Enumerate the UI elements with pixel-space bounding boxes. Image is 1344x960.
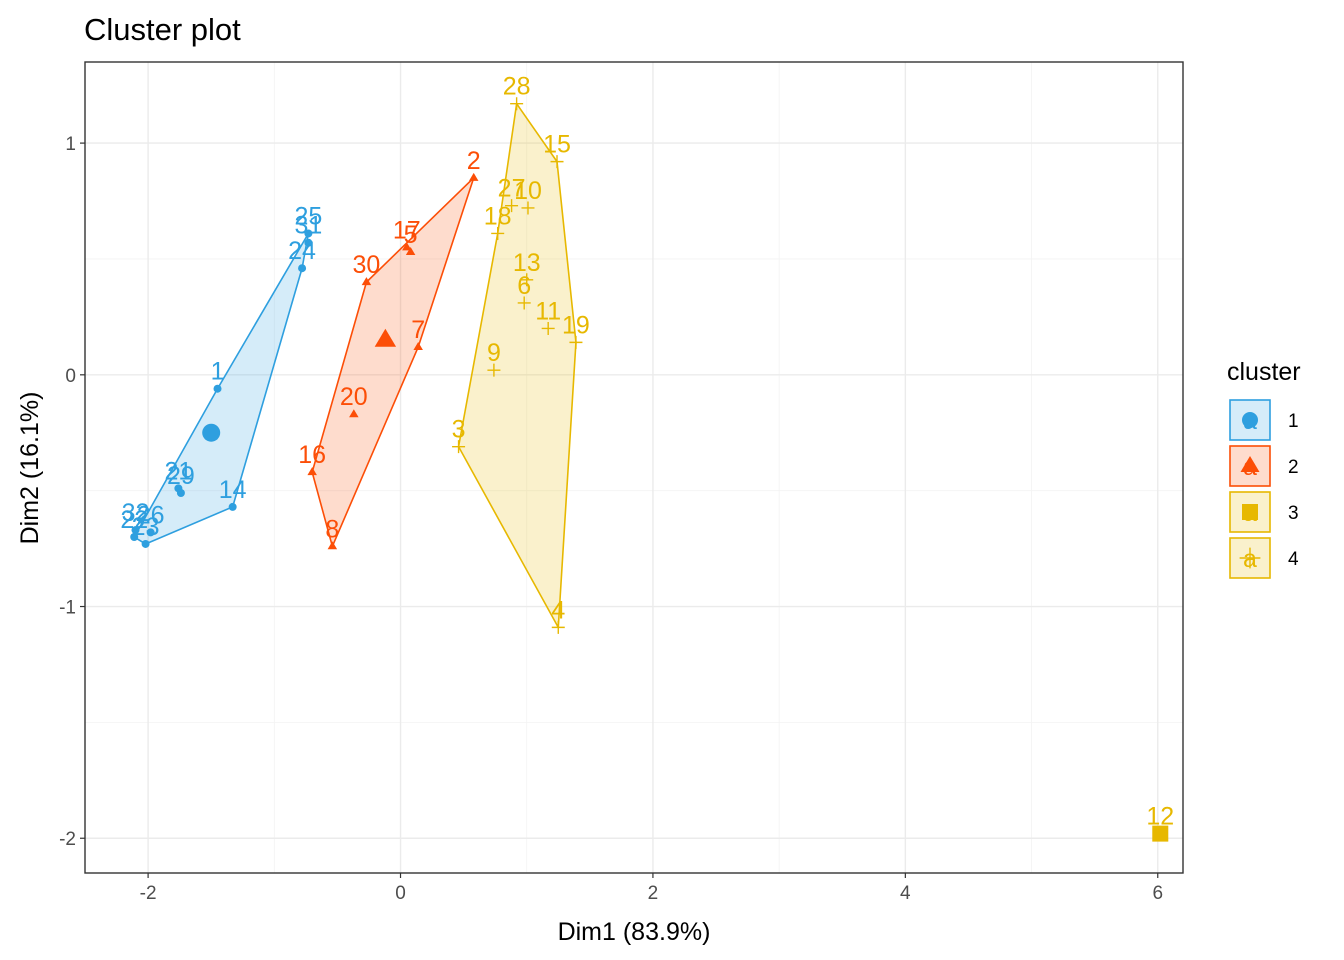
x-tick-label: 0 (395, 883, 406, 904)
cluster-4-point-28 (510, 97, 524, 111)
point-label-13: 13 (513, 249, 541, 277)
y-tick-label: 0 (65, 366, 76, 387)
cluster-1-point-14 (228, 502, 237, 511)
cluster-1-point-24 (298, 264, 307, 273)
cluster-1-point-23 (141, 539, 150, 548)
cluster-1-point-31 (304, 238, 313, 247)
point-label-31: 31 (294, 212, 322, 240)
point-label-23: 23 (132, 513, 160, 541)
cluster-4-point-15 (550, 155, 564, 169)
chart-title: Cluster plot (84, 12, 241, 47)
point-label-28: 28 (503, 73, 531, 101)
x-tick-label: -2 (140, 883, 157, 904)
point-label-32: 32 (122, 499, 150, 527)
point-label-30: 30 (353, 251, 381, 279)
cluster-4-point-3 (452, 440, 466, 454)
cluster-2-center (374, 328, 397, 347)
legend-symbol-4 (1239, 547, 1261, 569)
cluster-1-point-22 (130, 533, 139, 542)
x-tick-label: 6 (1152, 883, 1163, 904)
legend-symbol-3 (1242, 504, 1258, 520)
cluster-2-point-7 (413, 342, 423, 351)
legend-label-2: 2 (1288, 457, 1299, 478)
cluster-4-point-18 (491, 226, 505, 240)
x-axis-title: Dim1 (83.9%) (558, 918, 711, 946)
cluster-2-point-17 (402, 242, 412, 251)
point-label-18: 18 (484, 202, 512, 230)
x-tick-label: 2 (648, 883, 659, 904)
legend: cluster a1a2a3a4 (1227, 358, 1301, 579)
point-label-17: 17 (393, 216, 421, 244)
cluster-1-point-29 (176, 488, 185, 497)
point-label-8: 8 (325, 515, 339, 543)
cluster-4-point-6 (517, 296, 531, 310)
point-label-22: 22 (120, 506, 148, 534)
point-label-29: 29 (167, 462, 195, 490)
point-label-10: 10 (514, 177, 542, 205)
cluster-1-point-32 (131, 526, 140, 535)
point-label-25: 25 (294, 202, 322, 230)
cluster-2-point-16 (307, 467, 317, 476)
plot-panel-border (84, 61, 1184, 874)
cluster-4-point-9 (487, 363, 501, 377)
cluster-4-point-10 (521, 201, 535, 215)
cluster-2-point-30 (361, 277, 372, 286)
cluster-4-point-4 (551, 620, 565, 634)
point-label-27: 27 (498, 175, 526, 203)
point-label-19: 19 (562, 311, 590, 339)
legend-label-1: 1 (1288, 411, 1299, 432)
cluster-4-point-19 (569, 335, 583, 349)
point-label-4: 4 (551, 596, 565, 624)
cluster-4-point-11 (541, 321, 555, 335)
cluster-2-point-8 (327, 541, 338, 550)
cluster-3-point-12 (1152, 825, 1169, 842)
cluster-2-point-5 (405, 247, 416, 256)
y-tick-label: -1 (59, 598, 76, 619)
cluster-2-hull (311, 177, 475, 548)
point-label-21: 21 (164, 457, 192, 485)
cluster-2-point-20 (349, 409, 359, 418)
point-label-16: 16 (298, 441, 326, 469)
legend-symbol-1 (1242, 412, 1258, 428)
x-tick-label: 4 (900, 883, 911, 904)
legend-symbol-2 (1240, 456, 1260, 472)
point-label-26: 26 (137, 501, 165, 529)
legend-title: cluster (1227, 358, 1301, 386)
point-label-11: 11 (535, 297, 561, 325)
cluster-4-point-13 (520, 273, 534, 287)
point-label-14: 14 (219, 476, 247, 504)
point-label-7: 7 (411, 316, 425, 344)
point-label-6: 6 (517, 272, 531, 300)
legend-key-4 (1229, 537, 1271, 579)
legend-label-4: 4 (1288, 549, 1299, 570)
cluster-4-point-27 (505, 199, 519, 213)
point-label-3: 3 (452, 416, 466, 444)
cluster-1-point-25 (304, 229, 313, 238)
cluster-1-point-1 (213, 384, 222, 393)
y-axis-title: Dim2 (16.1%) (16, 392, 44, 545)
cluster-1-point-26 (146, 528, 155, 537)
point-label-20: 20 (340, 383, 368, 411)
point-label-24: 24 (288, 237, 316, 265)
legend-label-3: 3 (1288, 503, 1299, 524)
grid (85, 62, 1183, 873)
point-label-1: 1 (211, 358, 225, 386)
cluster-1-center (202, 423, 221, 442)
cluster-2-point-2 (468, 172, 479, 181)
point-label-15: 15 (543, 131, 571, 159)
y-tick-label: 1 (65, 134, 76, 155)
point-label-5: 5 (404, 221, 418, 249)
data-points (130, 97, 1169, 842)
y-tick-label: -2 (59, 829, 76, 850)
point-label-9: 9 (487, 339, 501, 367)
point-label-12: 12 (1146, 803, 1174, 831)
point-label-2: 2 (467, 147, 481, 175)
axis-ticks: -2 0 2 4 6-2-101 (59, 134, 1163, 904)
